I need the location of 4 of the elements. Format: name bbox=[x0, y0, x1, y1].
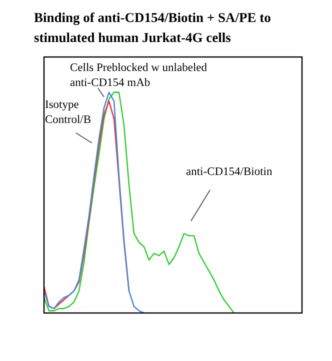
annotation: Isotype Control/B bbox=[45, 99, 92, 126]
text: Cells Preblocked w unlabeled anti-CD154 mAb bbox=[70, 62, 208, 89]
annotation: anti-CD154/Biotin bbox=[186, 166, 272, 178]
chart-title: Binding of anti-CD154/Biotin + SA/PE to stimulated human Jurkat-4G cells bbox=[34, 9, 272, 47]
